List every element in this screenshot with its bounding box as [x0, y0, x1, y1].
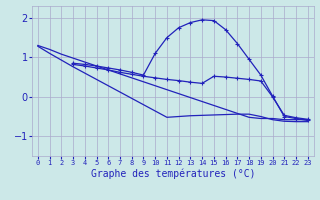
X-axis label: Graphe des températures (°C): Graphe des températures (°C) — [91, 169, 255, 179]
